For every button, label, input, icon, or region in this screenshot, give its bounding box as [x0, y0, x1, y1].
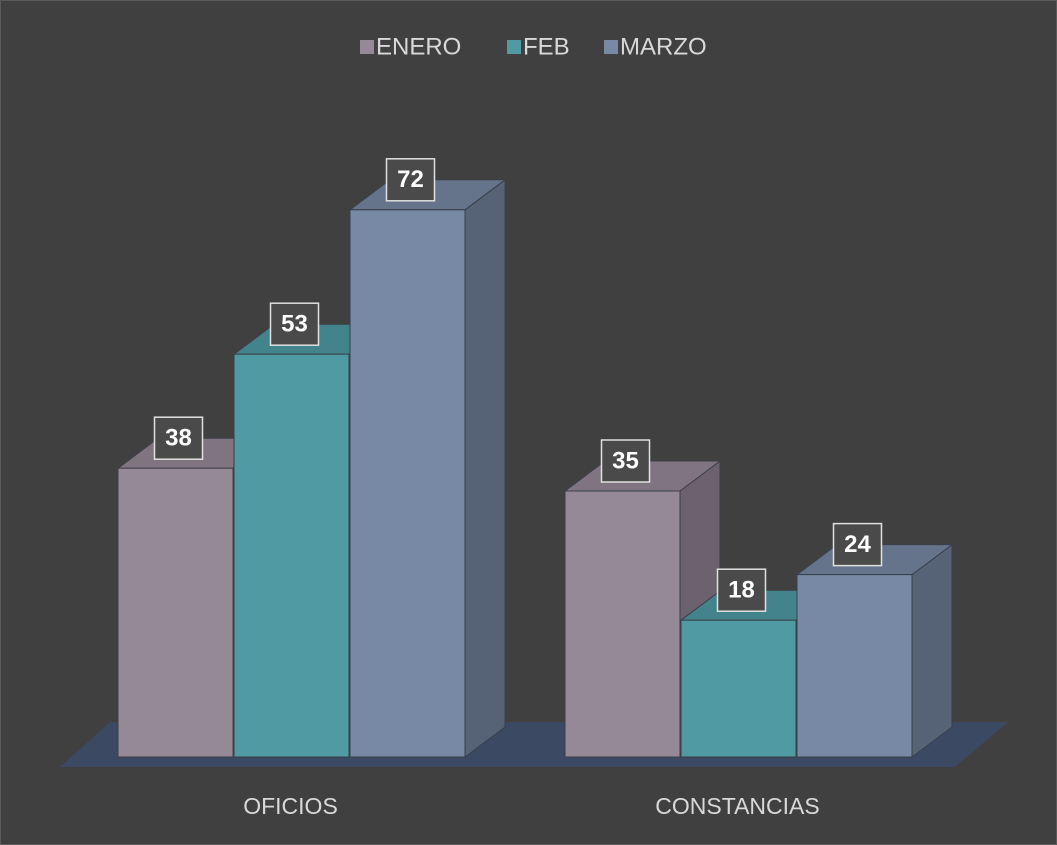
legend-swatch: [604, 40, 618, 54]
legend-label: FEB: [523, 33, 570, 60]
legend-label: MARZO: [620, 33, 707, 60]
value-label-box: [832, 522, 883, 567]
value-label-box: [716, 568, 767, 612]
value-label-box: [600, 439, 651, 483]
bar: [349, 209, 466, 758]
bar-side: [464, 178, 506, 758]
value-label: 35: [612, 447, 639, 474]
bar: [680, 619, 797, 758]
value-label-box: [153, 416, 204, 460]
bar-side: [911, 543, 953, 758]
bar: [117, 467, 234, 758]
bar: [233, 353, 350, 758]
value-label: 38: [165, 425, 192, 452]
legend-label: ENERO: [376, 33, 461, 60]
value-label: 24: [844, 531, 871, 558]
value-label: 18: [728, 577, 755, 604]
value-label: 53: [281, 311, 308, 338]
bar: [564, 490, 681, 758]
x-tick-label: CONSTANCIAS: [655, 793, 819, 819]
value-label-box: [269, 302, 320, 346]
value-label: 72: [397, 166, 424, 193]
legend-swatch: [507, 40, 521, 54]
value-label-box: [385, 158, 436, 202]
legend-swatch: [360, 40, 374, 54]
bar: [796, 574, 913, 758]
x-tick-label: OFICIOS: [243, 793, 338, 819]
